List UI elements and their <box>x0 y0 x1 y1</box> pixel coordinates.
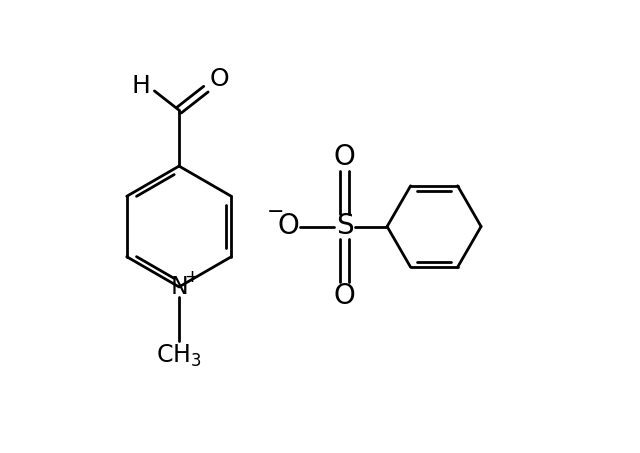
Text: S: S <box>336 212 353 241</box>
Text: O: O <box>209 67 229 91</box>
Text: O: O <box>333 282 355 310</box>
Text: CH$_3$: CH$_3$ <box>156 343 202 369</box>
Text: N: N <box>170 275 188 299</box>
Text: O: O <box>333 143 355 171</box>
Text: O: O <box>278 212 300 241</box>
Text: +: + <box>184 268 199 286</box>
Text: −: − <box>266 202 284 222</box>
Text: H: H <box>132 73 150 97</box>
